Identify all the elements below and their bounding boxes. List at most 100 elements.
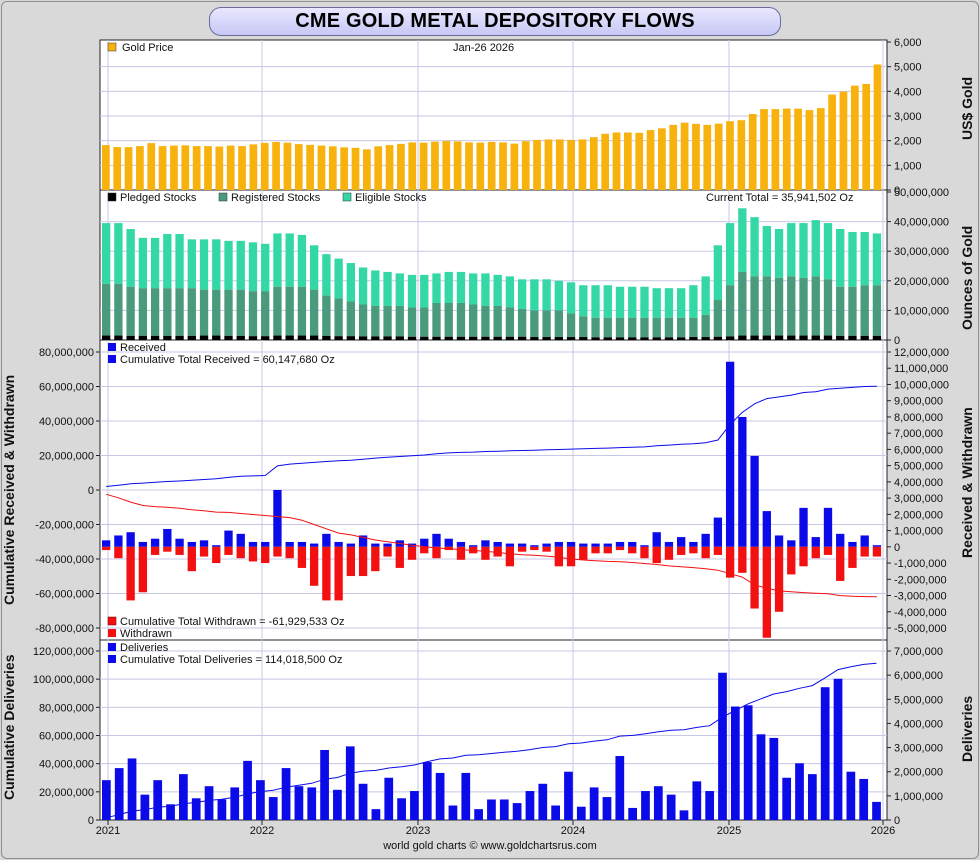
price-bar <box>578 139 587 190</box>
legend-swatch-received <box>108 343 116 351</box>
withdrawn-bar <box>640 546 649 559</box>
delivery-bar <box>769 737 779 820</box>
price-bar <box>192 146 201 190</box>
delivery-bar <box>127 758 137 820</box>
registered-bar <box>456 303 466 337</box>
pledged-bar <box>383 336 392 340</box>
delivery-bar <box>140 794 150 820</box>
delivery-bar <box>474 809 483 820</box>
registered-bar <box>725 285 735 337</box>
legend-swatch-stocks <box>342 192 352 202</box>
legend-stocks: Registered Stocks <box>231 192 321 204</box>
delivery-bar <box>499 799 509 820</box>
legend-received: Received <box>120 342 166 354</box>
eligible-bar <box>248 242 258 292</box>
withdrawn-bar <box>615 546 625 551</box>
withdrawn-bar <box>689 546 698 554</box>
price-bar <box>238 146 246 190</box>
delivery-bar <box>820 687 830 820</box>
registered-bar <box>689 317 698 338</box>
price-bar <box>397 143 405 190</box>
delivery-bar <box>294 786 304 820</box>
price-bar <box>669 124 678 190</box>
ylabel-right-flows: Received & Withdrawn <box>959 407 975 558</box>
price-bar <box>760 109 768 190</box>
eligible-bar <box>762 226 771 277</box>
received-bar <box>383 543 392 547</box>
pledged-bar <box>860 335 869 340</box>
pledged-bar <box>750 335 759 340</box>
received-bar <box>150 538 160 547</box>
ytick-label-price: 3,000 <box>894 111 922 123</box>
withdrawn-bar <box>358 546 368 577</box>
pledged-bar <box>848 335 857 340</box>
registered-bar <box>236 289 245 336</box>
registered-bar <box>444 303 453 337</box>
delivery-bar <box>576 806 586 820</box>
delivery-bar <box>243 760 252 820</box>
pledged-bar <box>322 335 331 340</box>
price-bar <box>124 147 133 190</box>
ytick-label-left-flows: 80,000,000 <box>39 347 94 359</box>
price-bar <box>692 123 700 190</box>
price-bar <box>544 139 553 190</box>
pledged-bar <box>432 336 441 340</box>
registered-bar <box>762 276 771 336</box>
ytick-label-left-deliveries: 100,000,000 <box>33 674 94 686</box>
registered-bar <box>530 310 539 338</box>
ytick-label-right-flows: -4,000,000 <box>894 607 947 619</box>
delivery-bar <box>705 791 715 820</box>
eligible-bar <box>322 254 331 296</box>
pledged-bar <box>591 337 600 340</box>
withdrawn-bar <box>199 546 209 557</box>
ytick-label-stocks: 50,000,000 <box>894 187 949 199</box>
delivery-bar <box>461 772 471 820</box>
price-bar <box>555 139 564 190</box>
delivery-bar <box>217 799 227 820</box>
withdrawn-bar <box>395 546 404 568</box>
withdrawn-bar <box>530 546 539 551</box>
withdrawn-bar <box>554 546 563 567</box>
eligible-bar <box>114 223 123 284</box>
registered-bar <box>346 301 356 337</box>
price-bar <box>873 64 882 190</box>
withdrawn-bar <box>750 546 759 609</box>
ytick-label-right-deliveries: 0 <box>894 815 900 827</box>
eligible-bar <box>138 237 148 289</box>
legend-swatch-deliveries <box>108 643 116 651</box>
received-bar <box>481 540 490 547</box>
delivery-bar <box>191 798 201 820</box>
pledged-bar <box>701 337 710 340</box>
pledged-bar <box>199 335 209 340</box>
pledged-bar <box>481 336 490 340</box>
received-bar <box>469 545 478 547</box>
legend-withdrawn: Withdrawn <box>120 628 172 640</box>
withdrawn-bar <box>297 546 307 568</box>
registered-bar <box>701 314 710 338</box>
price-bar <box>714 123 723 190</box>
withdrawn-bar <box>456 546 466 560</box>
registered-bar <box>517 308 527 337</box>
withdrawn-bar <box>860 546 869 557</box>
withdrawn-bar <box>187 546 196 572</box>
ytick-label-right-flows: -1,000,000 <box>894 558 947 570</box>
eligible-bar <box>334 258 343 299</box>
received-bar <box>420 538 429 547</box>
price-bar <box>771 109 780 190</box>
withdrawn-bar <box>774 546 784 612</box>
price-bar <box>487 141 496 190</box>
pledged-bar <box>579 337 588 340</box>
received-bar <box>505 543 515 547</box>
withdrawn-bar <box>371 546 380 572</box>
withdrawn-bar <box>725 546 735 578</box>
delivery-bar <box>807 774 817 820</box>
pledged-bar <box>652 337 661 340</box>
withdrawn-bar <box>248 546 258 562</box>
withdrawn-bar <box>102 546 111 551</box>
eligible-bar <box>432 273 441 303</box>
registered-bar <box>371 305 380 337</box>
registered-bar <box>664 317 674 338</box>
withdrawn-bar <box>664 546 674 560</box>
delivery-bar <box>204 786 214 820</box>
pledged-bar <box>603 337 612 340</box>
